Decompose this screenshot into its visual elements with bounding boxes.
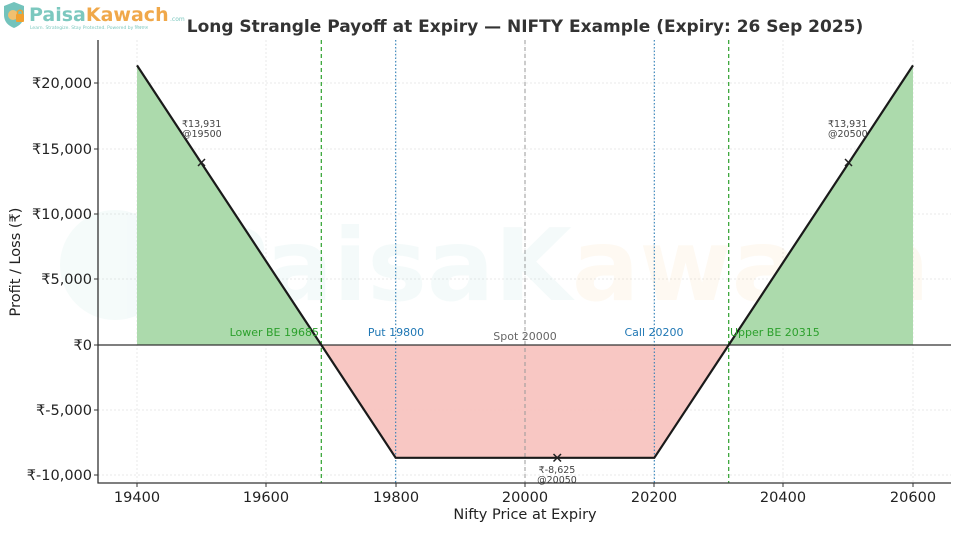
marker-left	[197, 158, 206, 167]
marker-min	[552, 453, 562, 463]
spot-label: Spot 20000	[493, 330, 557, 343]
x-axis-label: Nifty Price at Expiry	[453, 507, 597, 523]
y-tick-label: ₹-10,000	[27, 468, 92, 484]
svg-text:PaisaKawach: PaisaKawach	[29, 4, 169, 26]
y-tick-label: ₹10,000	[32, 207, 92, 223]
chart-title: Long Strangle Payoff at Expiry — NIFTY E…	[187, 17, 864, 37]
brand-name-part1: Paisa	[29, 4, 86, 26]
x-tick-label: 20400	[760, 490, 806, 506]
brand-logo: PaisaKawach .com Learn. Strategize. Stay…	[4, 2, 185, 31]
x-tick-label: 20600	[890, 490, 936, 506]
brand-name-part2: Kawach	[86, 4, 169, 26]
shield-icon	[4, 2, 24, 28]
x-tick-label: 19800	[373, 490, 419, 506]
x-ticks	[136, 483, 914, 487]
annotation-min-at: @20050	[537, 475, 577, 486]
x-tick-label: 20000	[502, 490, 548, 506]
annotation-min-value: ₹-8,625	[539, 465, 576, 476]
y-tick-label: ₹5,000	[41, 272, 92, 288]
brand-suffix: .com	[170, 16, 185, 23]
annotation-right-at: @20500	[828, 129, 868, 140]
loss-fill	[321, 345, 729, 458]
y-axis-label: Profit / Loss (₹)	[8, 208, 24, 317]
y-tick-label: ₹20,000	[32, 76, 92, 92]
put-strike-label: Put 19800	[368, 326, 424, 339]
y-tick-label: ₹15,000	[32, 142, 92, 158]
x-tick-labels: 19400 19600 19800 20000 20200 20400 2060…	[114, 490, 936, 506]
x-tick-label: 20200	[631, 490, 677, 506]
lower-breakeven-label: Lower BE 19685	[230, 326, 319, 339]
y-tick-label: ₹0	[74, 338, 92, 354]
annotation-right-value: ₹13,931	[828, 119, 867, 130]
y-tick-label: ₹-5,000	[36, 403, 92, 419]
annotation-left-value: ₹13,931	[182, 119, 221, 130]
y-ticks	[94, 82, 98, 476]
y-tick-labels: ₹20,000 ₹15,000 ₹10,000 ₹5,000 ₹0 ₹-5,00…	[27, 76, 92, 484]
x-tick-label: 19400	[114, 490, 160, 506]
annotation-left-at: @19500	[182, 129, 222, 140]
x-tick-label: 19600	[243, 490, 289, 506]
upper-breakeven-label: Upper BE 20315	[730, 326, 820, 339]
marker-right	[844, 158, 853, 167]
payoff-line	[136, 64, 914, 459]
call-strike-label: Call 20200	[624, 326, 683, 339]
brand-tagline: Learn. Strategize. Stay Protected. Power…	[30, 24, 148, 31]
